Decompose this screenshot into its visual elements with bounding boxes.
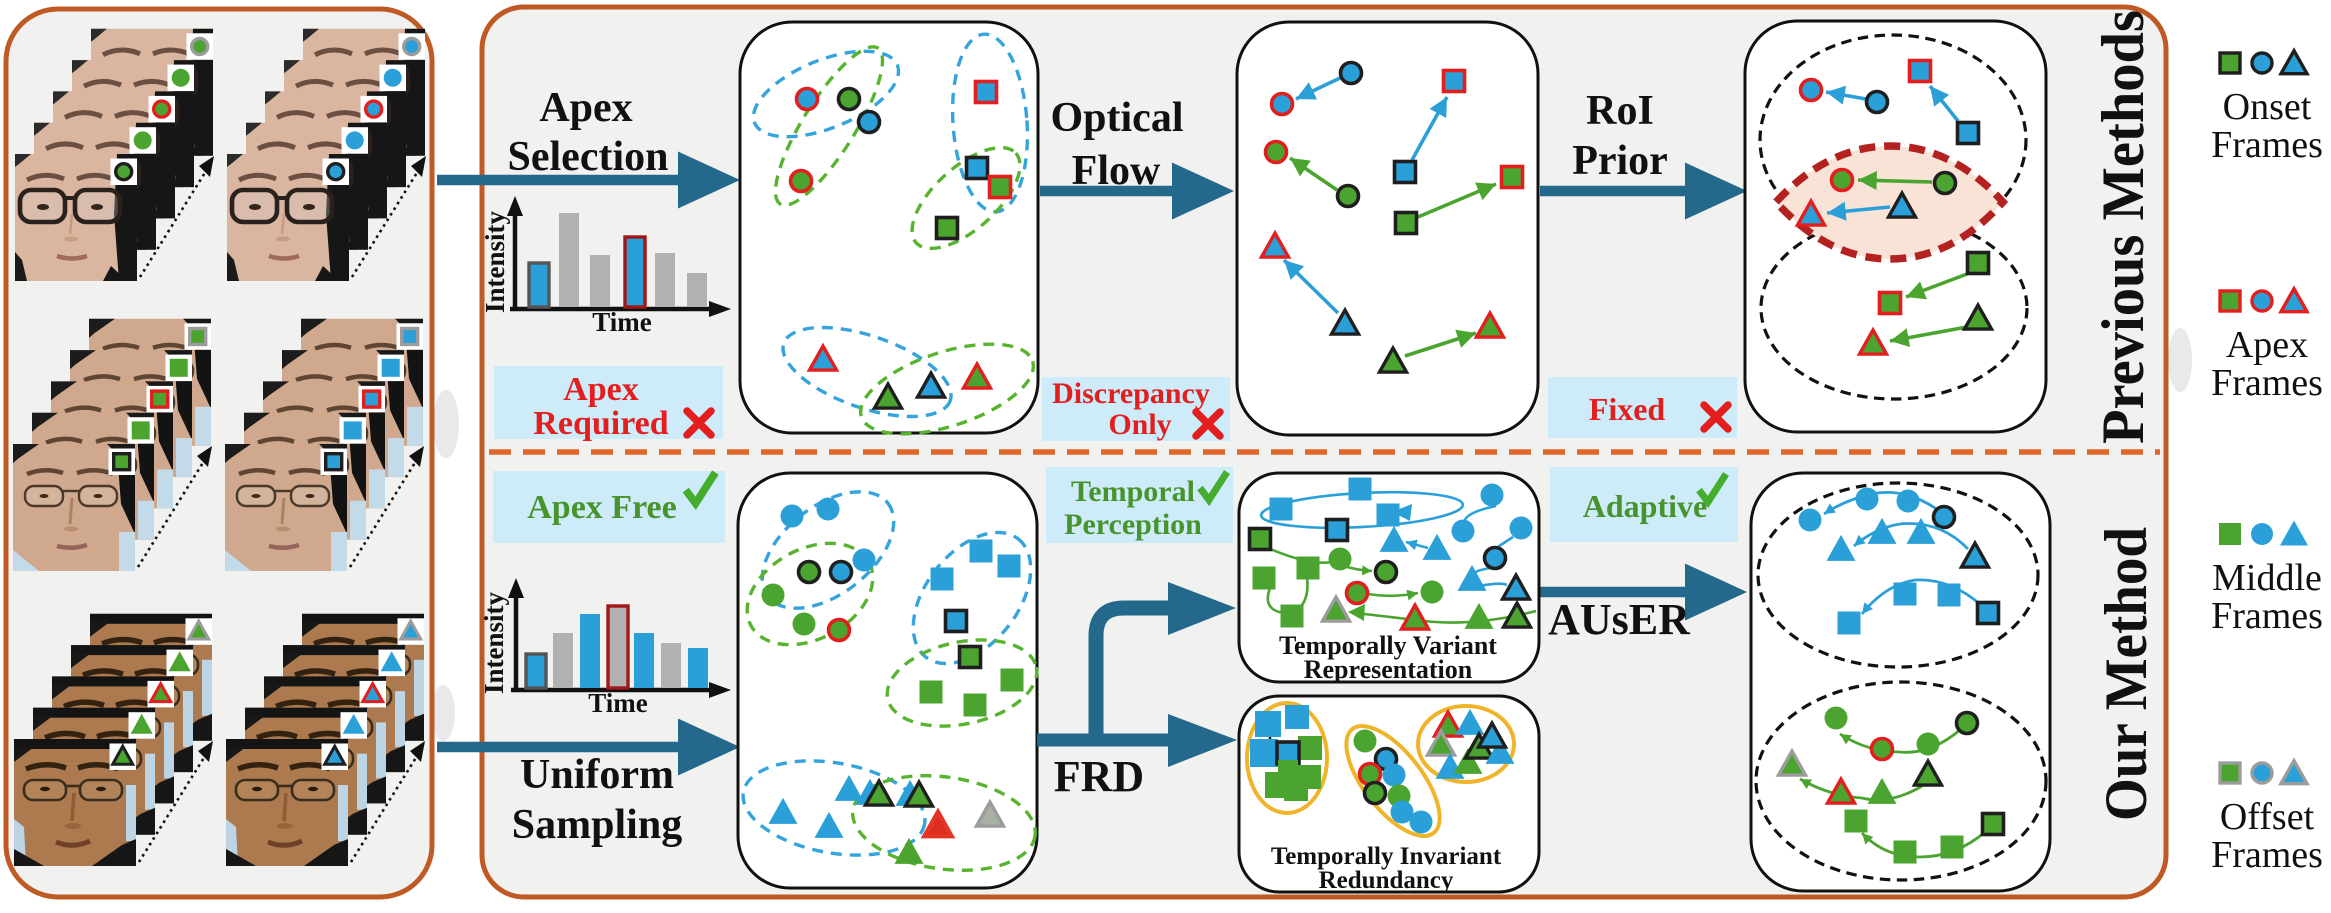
svg-text:Uniform: Uniform (520, 752, 674, 798)
svg-text:Required: Required (533, 405, 668, 442)
svg-text:Apex: Apex (539, 85, 632, 131)
svg-text:Previous Methods: Previous Methods (2090, 10, 2156, 444)
svg-text:Apex: Apex (2226, 324, 2308, 366)
svg-text:Temporal: Temporal (1071, 475, 1195, 508)
svg-text:Perception: Perception (1064, 508, 1202, 541)
svg-text:Representation: Representation (1304, 655, 1473, 684)
svg-text:Adaptive: Adaptive (1583, 488, 1707, 524)
svg-text:Frames: Frames (2211, 124, 2323, 166)
svg-text:Selection: Selection (508, 134, 669, 180)
svg-text:AUsER: AUsER (1548, 595, 1691, 644)
svg-text:Apex: Apex (563, 371, 639, 408)
svg-text:Frames: Frames (2211, 362, 2323, 404)
svg-text:Frames: Frames (2211, 834, 2323, 876)
svg-text:Only: Only (1108, 408, 1171, 441)
svg-text:Intensity: Intensity (479, 591, 509, 694)
svg-text:Optical: Optical (1051, 95, 1184, 141)
svg-text:Onset: Onset (2223, 86, 2312, 128)
svg-text:Discrepancy: Discrepancy (1052, 377, 1210, 410)
svg-text:Temporally Variant: Temporally Variant (1279, 631, 1497, 660)
svg-text:Intensity: Intensity (480, 210, 510, 313)
svg-text:Apex Free: Apex Free (527, 489, 676, 526)
svg-text:FRD: FRD (1054, 752, 1144, 801)
svg-text:Fixed: Fixed (1589, 391, 1666, 427)
svg-text:Time: Time (592, 307, 652, 337)
svg-text:Temporally Invariant: Temporally Invariant (1271, 843, 1502, 870)
svg-text:Prior: Prior (1572, 138, 1668, 184)
svg-text:Sampling: Sampling (512, 802, 682, 848)
svg-text:RoI: RoI (1586, 88, 1654, 134)
svg-text:Our Method: Our Method (2093, 527, 2159, 821)
svg-text:Frames: Frames (2211, 595, 2323, 637)
svg-text:Redundancy: Redundancy (1319, 867, 1454, 894)
svg-text:Middle: Middle (2212, 557, 2322, 599)
svg-text:Time: Time (588, 688, 648, 718)
svg-text:Offset: Offset (2220, 796, 2315, 838)
